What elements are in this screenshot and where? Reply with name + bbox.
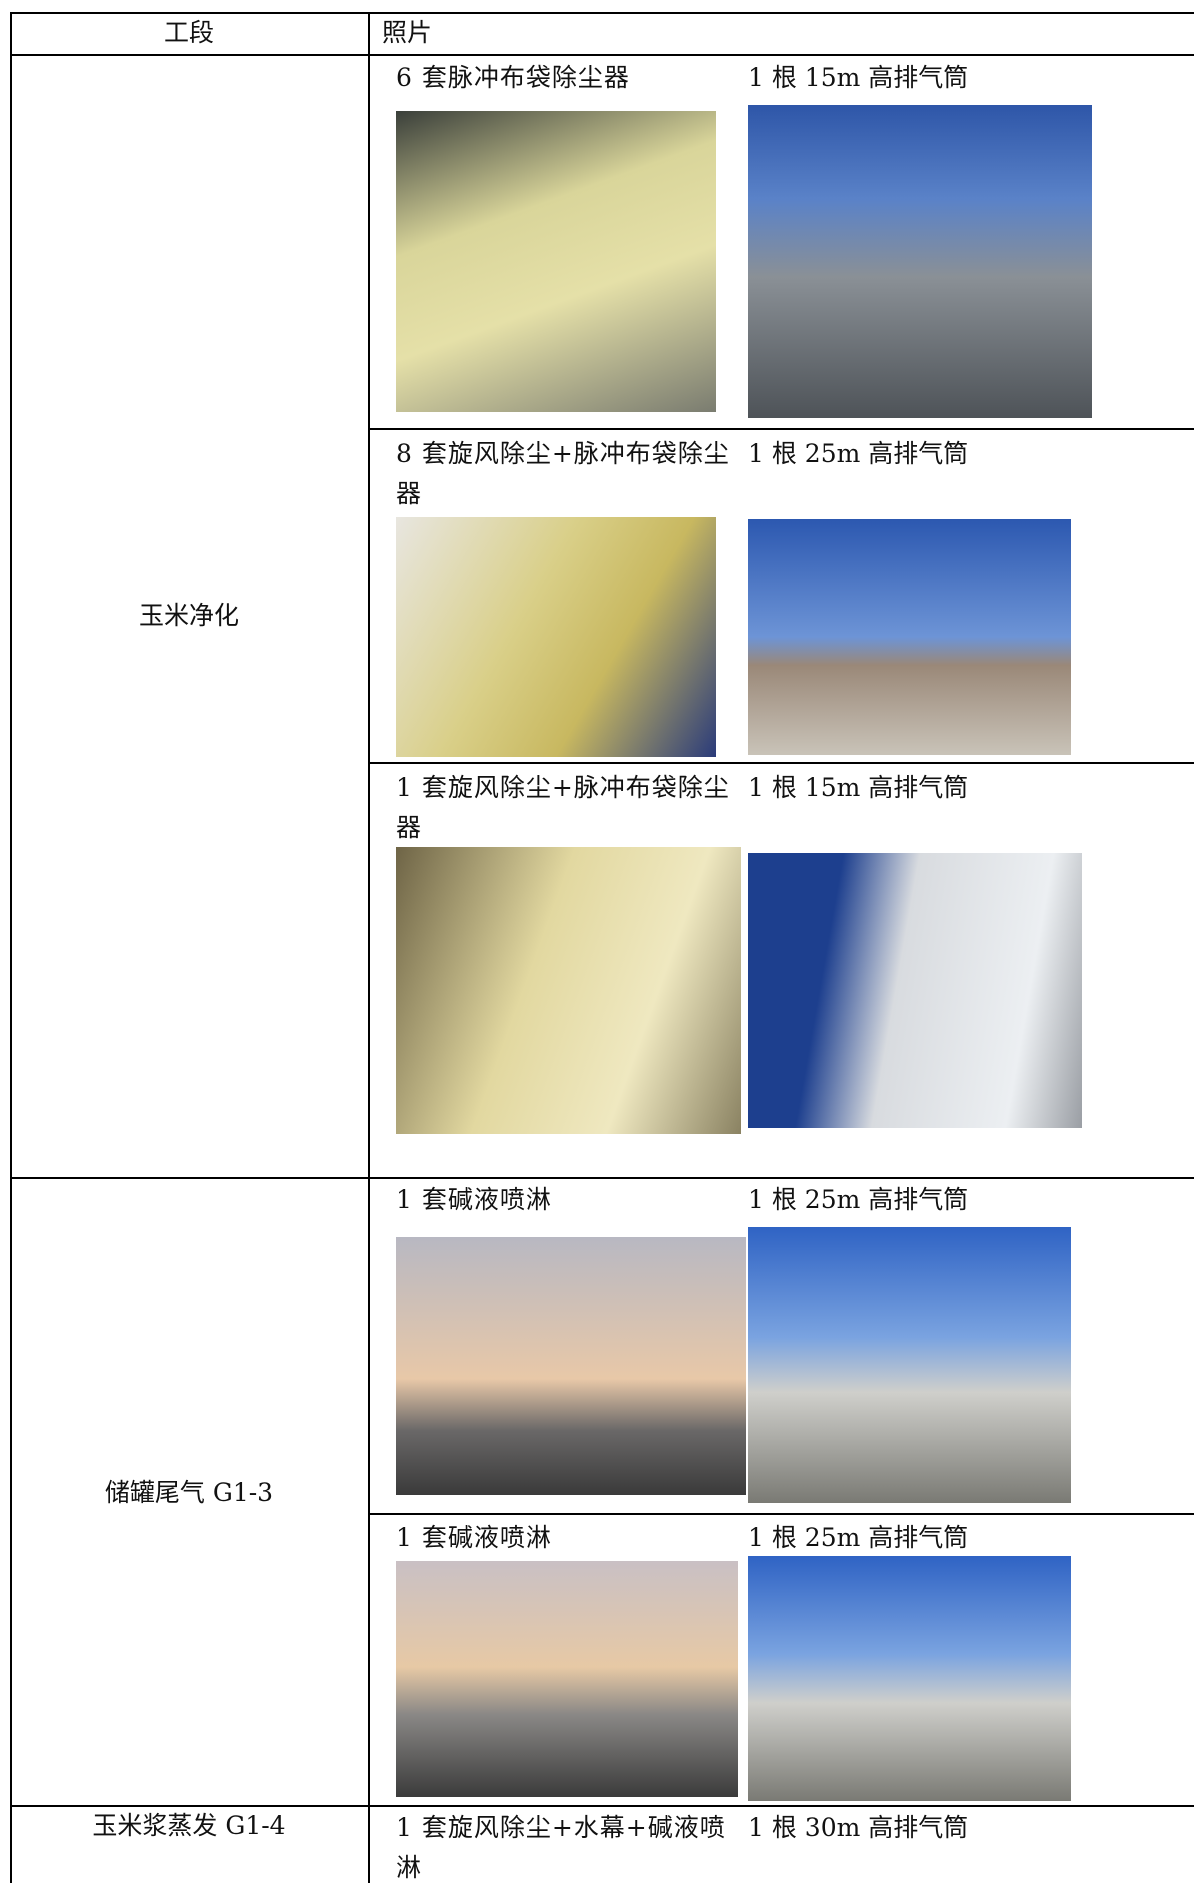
header-cell: 工段 <box>163 18 214 47</box>
item-left: 1 套旋风除尘+水幕+碱液喷淋 <box>396 1813 726 1882</box>
item-right: 1 根 15m 高排气筒 <box>748 773 969 802</box>
item-left: 1 套碱液喷淋 <box>396 1185 552 1214</box>
item-right: 1 根 30m 高排气筒 <box>748 1813 969 1842</box>
item-left: 1 套旋风除尘+脉冲布袋除尘器 <box>396 773 730 842</box>
item-left: 1 套碱液喷淋 <box>396 1523 552 1552</box>
section-label: 玉米浆蒸发 G1-4 <box>92 1811 286 1840</box>
rule <box>368 1513 1194 1515</box>
rule <box>368 762 1194 764</box>
photo <box>396 1237 746 1495</box>
item-left: 8 套旋风除尘+脉冲布袋除尘器 <box>396 439 730 508</box>
photo <box>396 1561 738 1797</box>
rule <box>10 54 1194 56</box>
header-cell: 照片 <box>382 18 433 47</box>
item-right: 1 根 25m 高排气筒 <box>748 439 969 468</box>
photo <box>748 519 1071 755</box>
photo <box>396 517 716 757</box>
rule <box>10 1805 1194 1807</box>
photo <box>748 1227 1071 1503</box>
photo <box>748 105 1092 418</box>
item-right: 1 根 15m 高排气筒 <box>748 63 969 92</box>
photo <box>748 1556 1071 1801</box>
item-right: 1 根 25m 高排气筒 <box>748 1185 969 1214</box>
rule <box>10 12 12 1883</box>
photo <box>396 111 716 412</box>
section-label: 储罐尾气 G1-3 <box>104 1478 274 1507</box>
rule <box>10 1177 1194 1179</box>
rule <box>368 12 370 1883</box>
item-left: 6 套脉冲布袋除尘器 <box>396 63 630 92</box>
photo <box>396 847 741 1134</box>
item-right: 1 根 25m 高排气筒 <box>748 1523 969 1552</box>
photo <box>748 853 1082 1128</box>
section-label: 玉米净化 <box>138 601 239 630</box>
rule <box>368 428 1194 430</box>
rule <box>10 12 1194 14</box>
